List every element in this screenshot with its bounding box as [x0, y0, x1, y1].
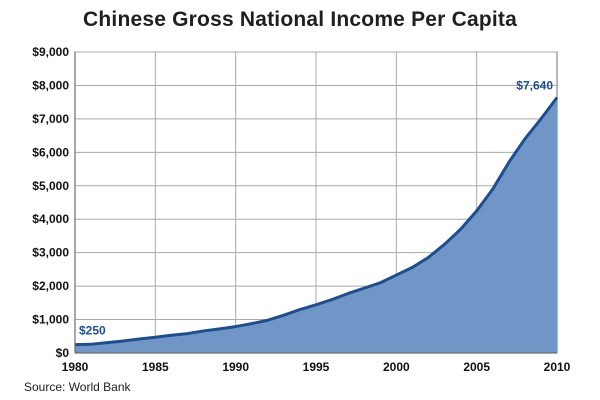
y-tick-label: $1,000 [32, 313, 69, 327]
x-tick-label: 2005 [463, 360, 490, 374]
y-tick-label: $5,000 [32, 179, 69, 193]
data-label-end: $7,640 [516, 78, 553, 92]
chart-title: Chinese Gross National Income Per Capita [83, 8, 517, 31]
y-tick-label: $3,000 [32, 246, 69, 260]
y-tick-label: $7,000 [32, 112, 69, 126]
x-tick-label: 2010 [544, 360, 571, 374]
x-tick-label: 2000 [383, 360, 410, 374]
y-tick-label: $4,000 [32, 212, 69, 226]
source-note: Source: World Bank [24, 380, 131, 394]
x-tick-label: 1995 [303, 360, 330, 374]
y-tick-label: $9,000 [32, 45, 69, 59]
area-fill [75, 97, 557, 354]
y-tick-label: $6,000 [32, 145, 69, 159]
y-tick-label: $0 [56, 346, 70, 360]
x-tick-label: 1980 [62, 360, 89, 374]
x-tick-label: 1990 [222, 360, 249, 374]
series-line [74, 96, 559, 347]
y-tick-label: $8,000 [32, 78, 69, 92]
x-tick-label: 1985 [142, 360, 169, 374]
y-tick-label: $2,000 [32, 279, 69, 293]
data-label-start: $250 [79, 324, 106, 338]
